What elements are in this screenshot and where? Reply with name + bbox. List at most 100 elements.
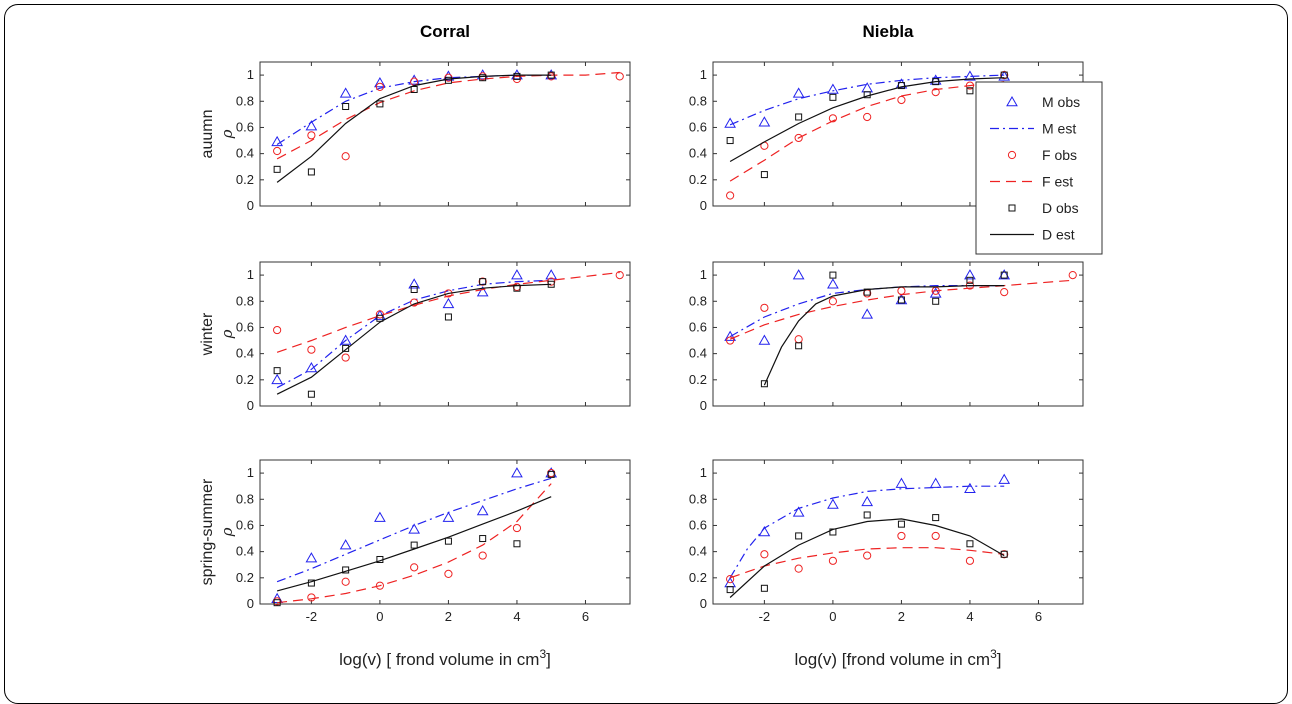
series-D-obs-point bbox=[307, 390, 315, 398]
series-F-obs-point bbox=[1068, 270, 1077, 280]
legend-marker-M bbox=[1006, 95, 1018, 107]
series-F-obs-point bbox=[897, 95, 906, 105]
y-tick-label: 0.4 bbox=[236, 346, 254, 361]
y-tick-label: 0.6 bbox=[236, 319, 254, 334]
series-F-obs-point bbox=[307, 345, 316, 354]
series-F-obs-point bbox=[307, 593, 316, 602]
series-M-obs-point bbox=[792, 506, 805, 517]
series-M-obs-point bbox=[305, 552, 318, 563]
series-F-obs-point bbox=[273, 325, 282, 335]
series-F-obs-point bbox=[341, 353, 350, 362]
series-F-obs-point bbox=[726, 336, 735, 345]
series-D-obs-point bbox=[479, 74, 487, 82]
series-M-obs-point bbox=[929, 287, 942, 298]
y-tick-label: 0.8 bbox=[236, 491, 254, 506]
series-F-obs-point bbox=[794, 564, 803, 573]
y-tick-label: 0.6 bbox=[236, 517, 254, 532]
series-F-obs-point bbox=[760, 303, 769, 312]
series-F-obs-point bbox=[965, 81, 975, 90]
series-D-obs-point bbox=[897, 520, 905, 528]
series-M-obs-point bbox=[758, 116, 771, 127]
series-M-obs-point bbox=[511, 269, 523, 280]
series-D-obs-point bbox=[307, 579, 315, 587]
series-D-obs-point bbox=[547, 280, 555, 288]
series-D-obs-point bbox=[726, 137, 734, 145]
series-F-obs-point bbox=[1000, 288, 1009, 297]
series-M-obs-point bbox=[929, 477, 942, 488]
series-M-obs-point bbox=[895, 477, 908, 488]
series-F-obs-point bbox=[965, 556, 975, 565]
y-tick-label: 0.8 bbox=[236, 93, 254, 108]
series-D-obs-point bbox=[863, 511, 871, 519]
series-D-obs-point bbox=[1000, 71, 1008, 79]
row-label-1: winter bbox=[199, 312, 216, 356]
series-D-est-line bbox=[729, 77, 1005, 163]
series-M-obs-point bbox=[724, 330, 736, 341]
series-F-obs-point bbox=[760, 550, 769, 559]
series-D-obs-point bbox=[547, 71, 555, 79]
series-F-obs-point bbox=[794, 133, 803, 143]
series-M-obs-point bbox=[305, 120, 318, 131]
x-tick-label: 6 bbox=[1035, 609, 1042, 624]
y-tick-label: 0.6 bbox=[236, 119, 254, 134]
series-D-obs-point bbox=[932, 78, 940, 86]
series-M-obs-point bbox=[998, 473, 1011, 484]
panel-0-0: 0 0.2 0.4 0.6 0.8 1 bbox=[236, 61, 631, 213]
series-D-obs-point bbox=[932, 297, 940, 305]
panel-2-0: -2 0 2 4 6 0 0.2 0.4 0.6 0.8 1 bbox=[236, 459, 631, 624]
x-tick-label: 0 bbox=[376, 609, 383, 624]
series-M-obs-point bbox=[861, 495, 874, 507]
panel-2-1: -2 0 2 4 6 0 0.2 0.4 0.6 0.8 1 bbox=[689, 459, 1084, 624]
series-D-obs-point bbox=[795, 532, 803, 540]
y-tick-label: 1 bbox=[700, 267, 707, 282]
series-F-obs-point bbox=[615, 270, 624, 280]
row-label-0: auumn bbox=[199, 110, 216, 159]
series-F-obs-point bbox=[341, 577, 350, 586]
y-tick-label: 1 bbox=[247, 67, 254, 82]
series-D-obs-point bbox=[376, 314, 384, 322]
series-M-obs-point bbox=[374, 511, 386, 522]
series-D-obs-point bbox=[410, 85, 418, 93]
series-M-obs-point bbox=[271, 373, 283, 385]
plot-area bbox=[259, 261, 631, 407]
series-D-obs-point bbox=[444, 313, 452, 321]
series-M-obs-point bbox=[442, 70, 455, 81]
series-M-obs-point bbox=[339, 539, 352, 550]
y-tick-label: 0 bbox=[247, 198, 254, 213]
y-tick-label: 0.2 bbox=[236, 172, 254, 187]
legend-label: M obs bbox=[1042, 94, 1080, 110]
series-M-obs-point bbox=[758, 334, 771, 345]
series-F-obs-point bbox=[828, 114, 838, 123]
series-F-obs-point bbox=[863, 112, 872, 122]
series-M-obs-point bbox=[792, 269, 805, 280]
series-D-obs-point bbox=[966, 276, 974, 284]
plot-area bbox=[712, 261, 1084, 407]
series-M-obs-point bbox=[545, 269, 558, 280]
series-M-obs-point bbox=[964, 70, 976, 81]
series-M-obs-point bbox=[861, 308, 874, 319]
series-M-obs-point bbox=[408, 523, 421, 534]
series-D-obs-point bbox=[966, 87, 974, 95]
series-F-est-line bbox=[729, 547, 1005, 579]
series-D-obs-point bbox=[410, 541, 418, 549]
series-M-obs-point bbox=[827, 498, 839, 509]
x-tick-label: -2 bbox=[759, 609, 771, 624]
series-D-obs-point bbox=[547, 470, 555, 478]
y-axis-label-rho-0: ρ bbox=[218, 129, 236, 139]
x-tick-label: 2 bbox=[898, 609, 905, 624]
series-D-obs-point bbox=[479, 278, 487, 286]
legend-label: M est bbox=[1042, 121, 1076, 137]
series-F-obs-point bbox=[931, 88, 940, 97]
series-F-obs-point bbox=[478, 551, 487, 560]
y-tick-label: 0.8 bbox=[689, 93, 707, 108]
series-D-obs-point bbox=[513, 540, 521, 548]
x-tick-label: -2 bbox=[306, 609, 318, 624]
series-M-obs-point bbox=[442, 297, 455, 309]
plot-area bbox=[712, 459, 1084, 605]
series-M-obs-point bbox=[305, 362, 318, 373]
legend-label: F obs bbox=[1042, 147, 1077, 163]
series-D-obs-point bbox=[376, 555, 384, 563]
series-M-obs-point bbox=[476, 286, 489, 297]
y-tick-label: 1 bbox=[247, 465, 254, 480]
